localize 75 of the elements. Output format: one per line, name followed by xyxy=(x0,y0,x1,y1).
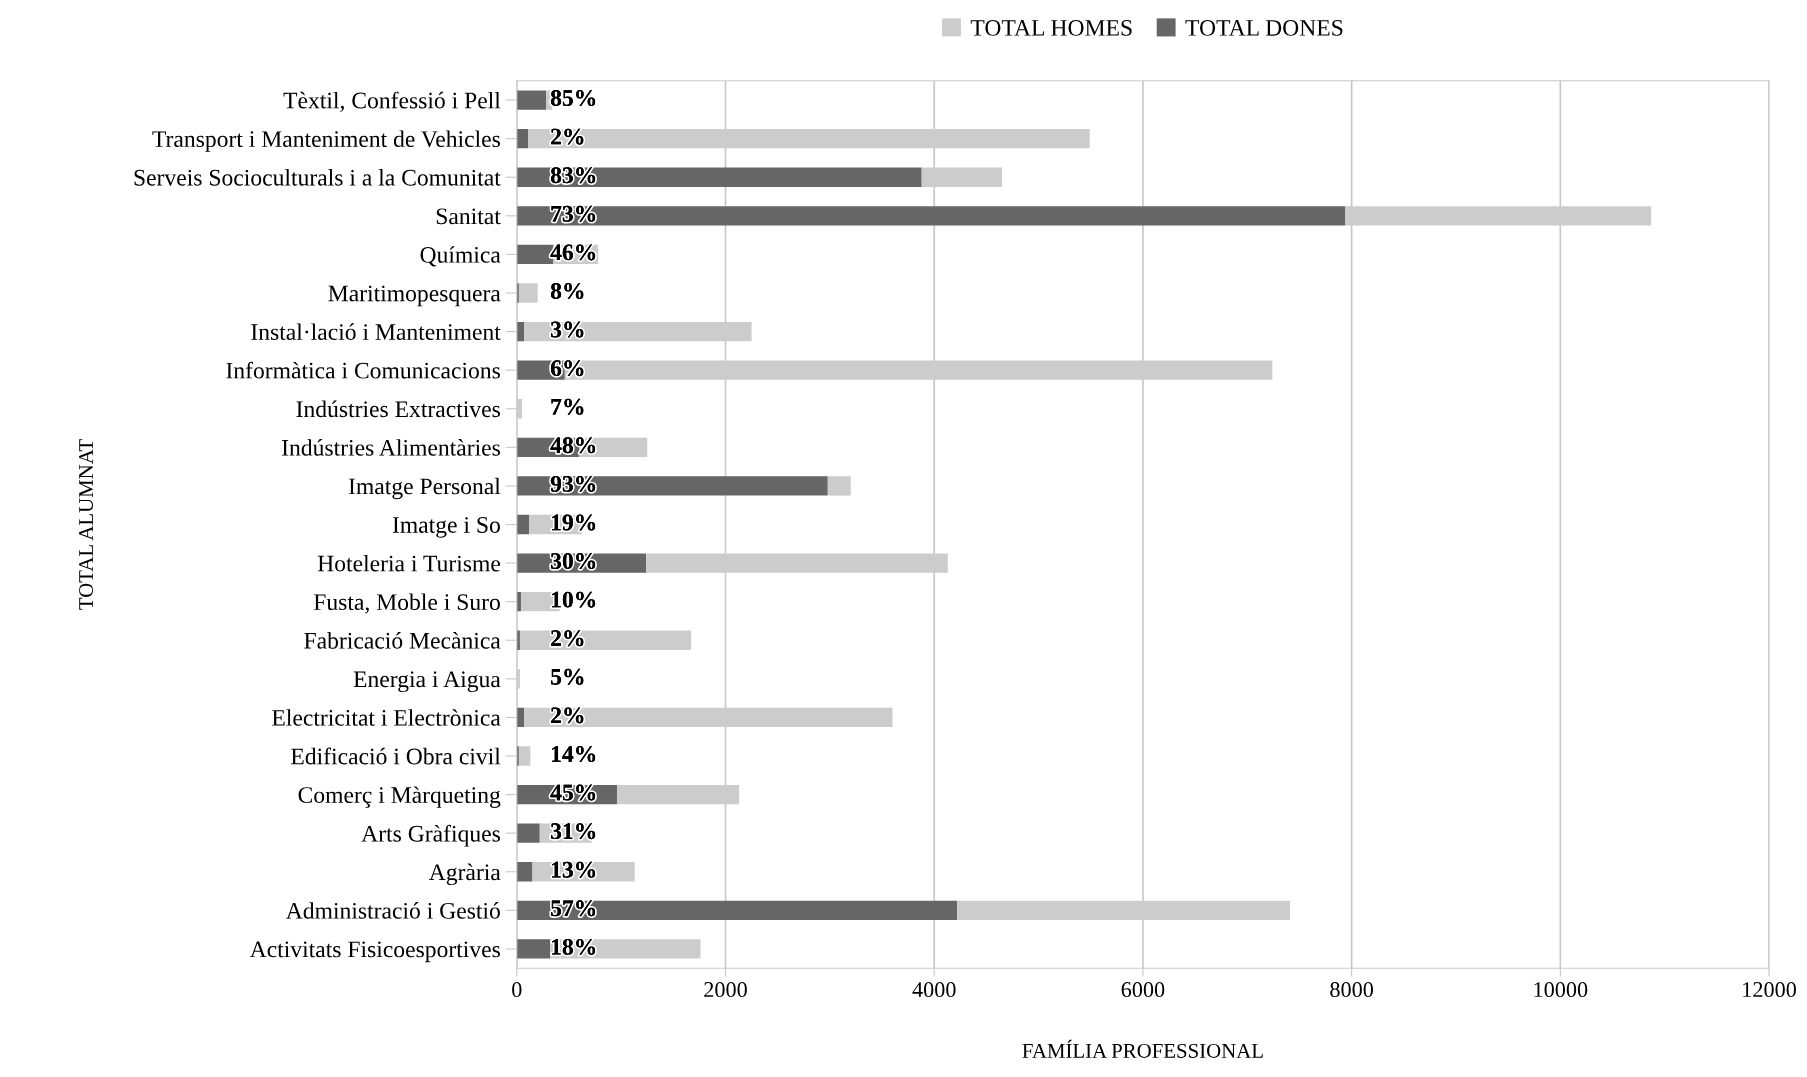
annotation: 93% xyxy=(550,475,596,492)
bar xyxy=(516,630,520,650)
annotation: 2% xyxy=(551,128,584,145)
annotation: 7% xyxy=(551,398,584,415)
y-tick-label: Agrària xyxy=(428,863,501,886)
y-tick-label: Tèxtil, Confessió i Pell xyxy=(283,91,501,112)
y-tick-label: Informàtica i Comunicacions xyxy=(226,361,500,379)
x-axis-title: FAMÍLIA PROFESSIONAL xyxy=(1022,1039,1263,1058)
x-tick-label: 10000 xyxy=(1534,982,1588,998)
legend-label: TOTAL HOMES xyxy=(970,19,1132,36)
bar xyxy=(516,206,1346,226)
x-tick-label: 4000 xyxy=(912,982,956,998)
bar xyxy=(516,514,530,535)
annotation: 31% xyxy=(551,823,596,840)
legend-label: TOTAL DONES xyxy=(1185,19,1343,36)
annotation: 13% xyxy=(552,861,596,878)
annotation: 83% xyxy=(550,167,596,184)
annotation: 2% xyxy=(551,707,584,724)
annotation: 10% xyxy=(552,591,596,608)
annotation: 6% xyxy=(550,360,584,377)
y-tick-label: Sanitat xyxy=(436,208,501,225)
y-tick-label: Indústries Extractives xyxy=(296,400,500,418)
annotation: 85% xyxy=(550,90,596,107)
y-tick-label: Imatge i So xyxy=(392,517,500,538)
y-tick-label: Administració i Gestió xyxy=(285,902,500,919)
y-tick-label: Instal·lació i Manteniment xyxy=(251,323,501,340)
bar xyxy=(516,900,958,920)
annotation: 5% xyxy=(551,668,584,685)
y-axis-title: TOTAL ALUMNAT xyxy=(79,439,94,610)
y-tick-label: Transport i Manteniment de Vehicles xyxy=(152,130,500,152)
annotation: 2% xyxy=(551,630,584,647)
y-tick-label: Indústries Alimentàries xyxy=(282,439,500,456)
y-tick-label: Fabricació Mecànica xyxy=(304,632,501,649)
y-tick-label: Comerç i Màrqueting xyxy=(298,786,501,808)
x-tick-label: 12000 xyxy=(1743,982,1796,998)
bar xyxy=(516,746,519,766)
annotation: 18% xyxy=(552,938,596,955)
bar xyxy=(516,90,547,110)
bar xyxy=(516,939,551,959)
y-tick-label: Electricitat i Electrònica xyxy=(272,709,501,726)
x-tick-label: 6000 xyxy=(1121,982,1165,998)
bar xyxy=(516,129,529,149)
bar xyxy=(827,476,851,496)
y-tick-label: Imatge Personal xyxy=(348,477,501,500)
annotation: 8% xyxy=(550,282,584,299)
y-tick-label: Hoteleria i Turisme xyxy=(317,554,501,572)
annotation: 30% xyxy=(551,553,596,570)
x-tick-label: 8000 xyxy=(1330,982,1374,998)
x-tick-label: 0 xyxy=(512,982,522,998)
bar xyxy=(516,476,828,496)
y-tick-label: Energia i Aigua xyxy=(353,671,501,693)
bar xyxy=(518,283,538,303)
annotation: 46% xyxy=(550,244,596,261)
y-tick-label: Arts Gràfiques xyxy=(361,824,500,847)
y-tick-label: Activitats Fisicoesportives xyxy=(249,941,500,963)
annotation: 73% xyxy=(551,205,596,222)
annotation: 19% xyxy=(552,514,596,531)
y-tick-label: Edificació i Obra civil xyxy=(291,747,501,765)
x-tick-label: 2000 xyxy=(704,982,747,998)
annotation: 14% xyxy=(552,745,596,762)
y-tick-label: Química xyxy=(420,246,501,267)
bar xyxy=(516,862,533,882)
bar xyxy=(516,592,521,612)
bar xyxy=(516,321,525,342)
bar xyxy=(516,707,525,728)
y-tick-label: Serveis Socioculturals i a la Comunitat xyxy=(134,169,501,186)
bar xyxy=(518,746,531,766)
y-tick-label: Maritimopesquera xyxy=(328,285,501,307)
bar xyxy=(516,167,922,187)
annotation: 45% xyxy=(550,784,596,801)
annotation: 57% xyxy=(551,900,596,917)
y-tick-label: Fusta, Moble i Suro xyxy=(313,593,500,614)
bar xyxy=(516,823,540,843)
annotation: 3% xyxy=(551,321,584,338)
bar xyxy=(516,283,519,303)
